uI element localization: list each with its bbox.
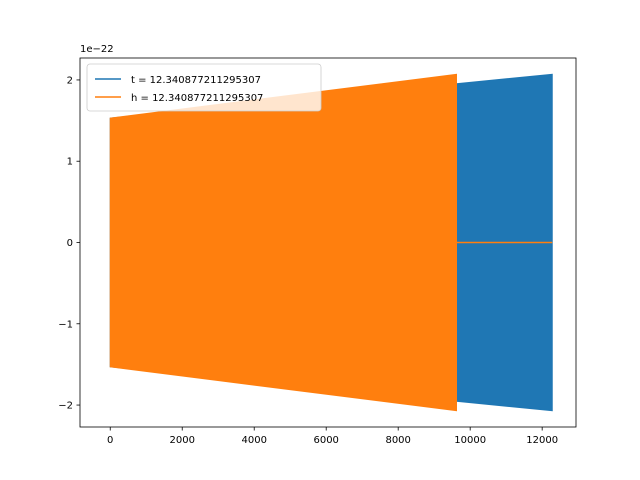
plot-area [79,57,577,428]
series-layer [109,73,553,412]
y-tick-label: 0 [67,238,73,249]
y-tick-label: −2 [58,401,73,412]
y-axis-offset-label: 1e−22 [80,44,114,55]
x-axis-ticks: 0 2000 4000 6000 8000 10000 12000 [107,427,558,446]
x-tick-label: 6000 [313,435,338,446]
x-tick-label: 8000 [385,435,410,446]
y-tick-label: 1 [67,157,73,168]
y-tick-label: 2 [67,75,73,86]
legend: t = 12.340877211295307 h = 12.3408772112… [86,63,322,112]
x-tick-label: 2000 [169,435,194,446]
y-axis-ticks: −2 −1 0 1 2 [58,75,80,412]
legend-label-t: t = 12.340877211295307 [131,75,261,86]
x-tick-label: 4000 [241,435,266,446]
series-envelope [109,73,457,412]
y-tick-label: −1 [58,319,73,330]
legend-box [86,63,322,112]
legend-label-h: h = 12.340877211295307 [131,93,263,104]
series-h [109,73,553,412]
x-tick-label: 12000 [526,435,558,446]
x-tick-label: 0 [107,435,113,446]
x-tick-label: 10000 [454,435,486,446]
